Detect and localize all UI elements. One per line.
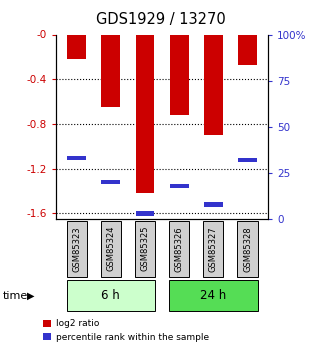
Text: GSM85326: GSM85326 [175,226,184,272]
Bar [238,34,257,65]
Bar [170,34,188,115]
Bar [66,221,87,277]
Text: GSM85328: GSM85328 [243,226,252,272]
Bar [170,184,188,188]
Text: time: time [3,291,29,300]
Bar [101,34,120,107]
Bar [169,280,258,310]
Text: ▶: ▶ [27,291,35,300]
Text: GSM85327: GSM85327 [209,226,218,272]
Legend: log2 ratio, percentile rank within the sample: log2 ratio, percentile rank within the s… [43,319,209,342]
Text: GSM85325: GSM85325 [141,226,150,272]
Text: GSM85323: GSM85323 [72,226,81,272]
Bar [169,221,189,277]
Bar [135,211,154,216]
Bar [66,280,155,310]
Bar [67,34,86,59]
Bar [203,221,223,277]
Bar [204,202,223,207]
Bar [204,34,223,135]
Text: GDS1929 / 13270: GDS1929 / 13270 [96,12,225,27]
Text: 6 h: 6 h [101,289,120,302]
Bar [135,221,155,277]
Text: 24 h: 24 h [200,289,227,302]
Bar [67,156,86,160]
Bar [101,180,120,185]
Text: GSM85324: GSM85324 [106,226,115,272]
Bar [238,158,257,162]
Bar [135,34,154,193]
Bar [101,221,121,277]
Bar [238,221,258,277]
